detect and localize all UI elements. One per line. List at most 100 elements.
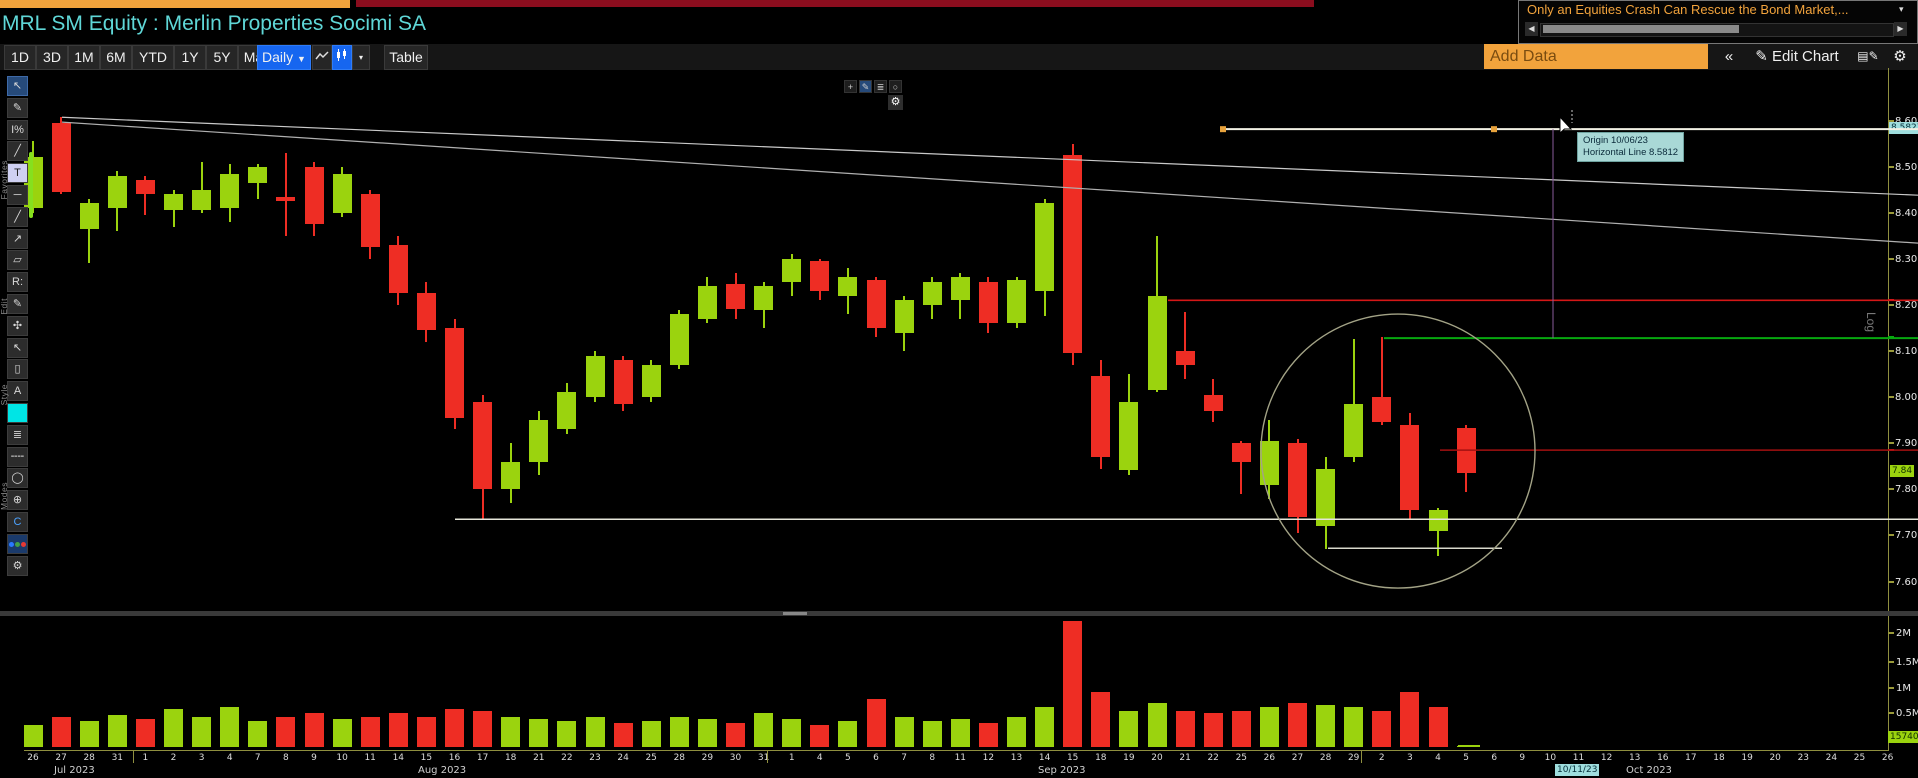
price-label: 7.60 xyxy=(1895,576,1918,588)
candle-sep-11 xyxy=(950,277,970,301)
top-strip-maroon xyxy=(356,0,1314,7)
period-select[interactable]: Daily ▼ xyxy=(257,45,311,70)
news-headline-link[interactable]: Only an Equities Crash Can Rescue the Bo… xyxy=(1527,2,1849,17)
range-button-1d[interactable]: 1D xyxy=(4,45,36,70)
range-button-3d[interactable]: 3D xyxy=(36,45,68,70)
sidebar-text-tool[interactable]: T xyxy=(7,163,28,184)
edit-chart-button[interactable]: ✎ Edit Chart xyxy=(1755,48,1839,65)
mini-list-icon[interactable]: ≣ xyxy=(874,80,887,93)
sidebar-move-tool[interactable]: ✣ xyxy=(7,315,28,336)
sidebar-pencil-tool[interactable]: ✎ xyxy=(7,294,28,314)
news-scroll-track[interactable] xyxy=(1540,23,1894,37)
date-label: 8 xyxy=(283,753,289,763)
settings-gear-icon[interactable]: ⚙ xyxy=(1893,48,1907,65)
period-label: Daily xyxy=(262,49,294,65)
last-volume-dash xyxy=(1458,745,1480,747)
date-label: 20 xyxy=(1151,753,1163,763)
range-button-6m[interactable]: 6M xyxy=(100,45,132,70)
candle-aug-29 xyxy=(697,286,717,319)
volume-label: 0.5M xyxy=(1896,708,1918,719)
sidebar-channel-tool[interactable]: ▱ xyxy=(7,250,28,271)
collapse-panel-button[interactable]: « xyxy=(1724,48,1734,65)
sidebar-trend-segment-tool[interactable]: ╱ xyxy=(7,206,28,227)
sidebar-crescent-tool[interactable]: C xyxy=(7,512,28,532)
sidebar-regression-tool[interactable]: R: xyxy=(7,272,28,293)
volume-bar xyxy=(1372,711,1392,747)
mini-zoom-icon[interactable]: ○ xyxy=(889,80,902,93)
sidebar-font-tool[interactable]: A xyxy=(7,381,28,402)
table-button[interactable]: Table xyxy=(384,45,428,70)
level-tick xyxy=(1888,336,1894,339)
sidebar-cursor-tool[interactable]: ↖ xyxy=(7,76,28,96)
candle-chart-type-button[interactable] xyxy=(332,45,352,70)
sidebar-draw-line-tool[interactable]: ✎ xyxy=(7,97,28,118)
pane-divider-handle[interactable] xyxy=(783,612,807,615)
volume-bar xyxy=(1007,716,1026,747)
candle-aug-25 xyxy=(641,364,661,398)
volume-bar xyxy=(1231,711,1251,747)
date-label: 19 xyxy=(1123,753,1135,763)
sidebar-color-swatch-tool[interactable] xyxy=(7,403,28,423)
range-button-1y[interactable]: 1Y xyxy=(174,45,206,70)
date-label: 25 xyxy=(1235,753,1248,763)
candle-aug-1 xyxy=(135,180,155,195)
line-handle[interactable] xyxy=(1491,126,1497,133)
candle-wick xyxy=(1240,440,1243,494)
date-label: 1 xyxy=(142,753,149,763)
line-handle[interactable] xyxy=(1220,126,1226,133)
date-label: 23 xyxy=(1797,753,1810,763)
sidebar-horizontal-line-tool[interactable]: ─ xyxy=(7,185,28,205)
sidebar-arrow-line-tool[interactable]: ↗ xyxy=(7,228,28,249)
chart-type-dropdown[interactable]: ▾ xyxy=(352,45,370,70)
news-scroll-thumb[interactable] xyxy=(1543,25,1739,33)
range-button-5y[interactable]: 5Y xyxy=(206,45,238,70)
candle-sep-1 xyxy=(782,258,802,282)
mini-draw-icon[interactable]: ✎ xyxy=(859,80,872,93)
volume-tick xyxy=(1888,661,1894,663)
news-scroll-left-icon[interactable]: ◀ xyxy=(1525,22,1538,36)
volume-tick xyxy=(1888,712,1894,714)
candle-jul-31 xyxy=(107,175,127,209)
candle-aug-16 xyxy=(445,327,464,418)
candle-sep-25 xyxy=(1231,443,1251,462)
add-data-input[interactable]: Add Data xyxy=(1484,44,1708,69)
sidebar-anchor-lock-tool[interactable]: ⊕ xyxy=(7,490,28,511)
date-label: 6 xyxy=(1491,753,1498,763)
line-chart-type-button[interactable] xyxy=(312,45,332,70)
sidebar-settings-tool[interactable]: ⚙ xyxy=(7,555,28,576)
pane-divider[interactable] xyxy=(0,611,1918,616)
range-button-ytd[interactable]: YTD xyxy=(132,45,174,70)
candle-aug-21 xyxy=(529,420,549,462)
sidebar-segment-tool[interactable]: ╱ xyxy=(7,141,28,162)
sidebar-note-percent-tool[interactable]: I% xyxy=(7,119,28,140)
date-label: 10 xyxy=(1544,753,1557,763)
mini-gear-icon[interactable]: ⚙ xyxy=(888,95,903,110)
sidebar-rgb-mode-tool[interactable] xyxy=(7,533,28,554)
date-label: 18 xyxy=(1095,753,1107,763)
sidebar-active-indicator xyxy=(29,152,33,218)
date-label: 17 xyxy=(476,753,489,763)
sidebar-line-style-tool[interactable]: ╌╌ xyxy=(7,446,28,467)
candle-aug-3 xyxy=(192,189,212,211)
news-scroll-right-icon[interactable]: ▶ xyxy=(1894,22,1907,36)
volume-bar xyxy=(1400,691,1420,747)
sidebar-line-width-tool[interactable]: ≣ xyxy=(7,424,28,445)
volume-bar xyxy=(978,723,998,747)
volume-bar xyxy=(1316,704,1336,747)
sidebar-ellipse-tool[interactable]: ◯ xyxy=(7,468,28,489)
sidebar-trash-tool[interactable]: ▯ xyxy=(7,359,28,380)
volume-bar xyxy=(332,718,352,747)
news-dropdown-icon[interactable]: ▾ xyxy=(1899,4,1904,14)
price-label: 8.30 xyxy=(1895,253,1918,265)
annotate-note-icon[interactable]: ▤✎ xyxy=(1857,49,1879,63)
price-label: 8.50 xyxy=(1895,161,1918,173)
candle-jul-26 xyxy=(23,157,43,209)
price-tick xyxy=(1888,257,1894,260)
rgb-dot xyxy=(9,541,14,547)
date-label: 21 xyxy=(533,753,545,763)
mini-pan-icon[interactable]: + xyxy=(844,80,857,93)
news-scrollbar[interactable]: ◀ ▶ xyxy=(1525,22,1909,37)
price-tick xyxy=(1888,488,1894,491)
range-button-1m[interactable]: 1M xyxy=(68,45,100,70)
sidebar-select-plus-tool[interactable]: ↖ xyxy=(7,337,28,358)
